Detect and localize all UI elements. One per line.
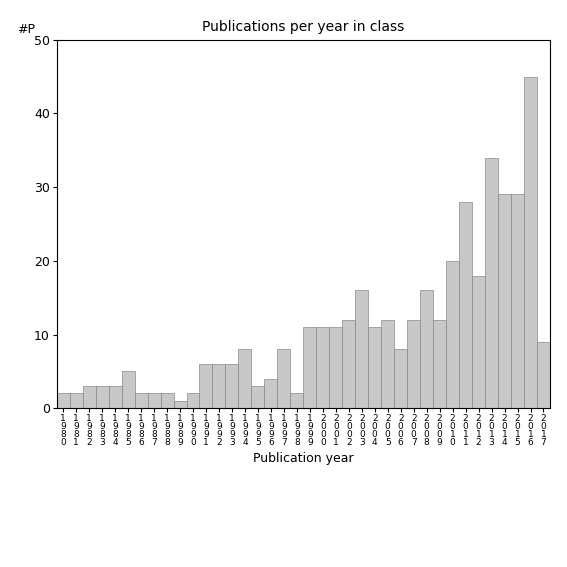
Bar (303, 327, 316, 408)
Bar (381, 320, 394, 408)
Title: Publications per year in class: Publications per year in class (202, 20, 404, 35)
Bar (329, 327, 342, 408)
Bar (70, 393, 83, 408)
Bar (356, 290, 368, 408)
Bar (174, 401, 187, 408)
Bar (524, 77, 537, 408)
X-axis label: Publication year: Publication year (253, 452, 354, 465)
Bar (83, 386, 96, 408)
Bar (160, 393, 174, 408)
Bar (498, 194, 511, 408)
Bar (459, 202, 472, 408)
Bar (407, 320, 420, 408)
Bar (511, 194, 524, 408)
Bar (96, 386, 109, 408)
Bar (433, 320, 446, 408)
Bar (342, 320, 356, 408)
Bar (316, 327, 329, 408)
Text: #P: #P (17, 23, 35, 36)
Bar (368, 327, 381, 408)
Bar (472, 276, 485, 408)
Bar (200, 364, 213, 408)
Bar (109, 386, 121, 408)
Bar (57, 393, 70, 408)
Bar (187, 393, 200, 408)
Bar (121, 371, 134, 408)
Bar (277, 349, 290, 408)
Bar (446, 261, 459, 408)
Bar (537, 342, 550, 408)
Bar (134, 393, 147, 408)
Bar (264, 379, 277, 408)
Bar (420, 290, 433, 408)
Bar (213, 364, 226, 408)
Bar (239, 349, 251, 408)
Bar (147, 393, 160, 408)
Bar (485, 158, 498, 408)
Bar (251, 386, 264, 408)
Bar (290, 393, 303, 408)
Bar (394, 349, 407, 408)
Bar (226, 364, 239, 408)
